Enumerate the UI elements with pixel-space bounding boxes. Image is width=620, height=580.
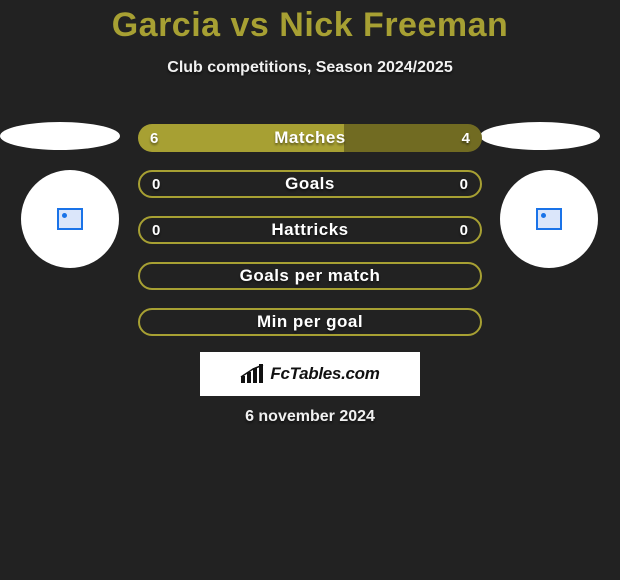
stat-value-left: 0 bbox=[152, 218, 160, 242]
stats-panel: Matches64Goals00Hattricks00Goals per mat… bbox=[138, 124, 482, 354]
logo-text: FcTables.com bbox=[270, 364, 379, 384]
stat-label: Min per goal bbox=[140, 310, 480, 334]
stat-row: Goals per match bbox=[138, 262, 482, 290]
bar-chart-icon bbox=[240, 364, 266, 384]
flag-right bbox=[480, 122, 600, 150]
stat-label: Goals bbox=[140, 172, 480, 196]
subtitle: Club competitions, Season 2024/2025 bbox=[0, 59, 620, 77]
date-line: 6 november 2024 bbox=[0, 408, 620, 426]
stat-row: Goals0 0 bbox=[138, 170, 482, 198]
stat-value-right: 0 bbox=[460, 172, 468, 196]
stat-value-left: 0 bbox=[152, 172, 160, 196]
flag-left bbox=[0, 122, 120, 150]
stat-row: Matches6 4 bbox=[138, 124, 482, 152]
placeholder-image-icon bbox=[536, 208, 562, 230]
fctables-logo: FcTables.com bbox=[200, 352, 420, 396]
stat-value-right: 0 bbox=[460, 218, 468, 242]
stat-label: Hattricks bbox=[140, 218, 480, 242]
page-title: Garcia vs Nick Freeman bbox=[0, 0, 620, 45]
stat-row: Min per goal bbox=[138, 308, 482, 336]
stat-label: Goals per match bbox=[140, 264, 480, 288]
stat-label: Matches bbox=[138, 124, 482, 152]
stat-value-right: 4 bbox=[462, 124, 470, 152]
avatar-left bbox=[21, 170, 119, 268]
placeholder-image-icon bbox=[57, 208, 83, 230]
stat-row: Hattricks0 0 bbox=[138, 216, 482, 244]
stat-value-left: 6 bbox=[150, 124, 158, 152]
avatar-right bbox=[500, 170, 598, 268]
